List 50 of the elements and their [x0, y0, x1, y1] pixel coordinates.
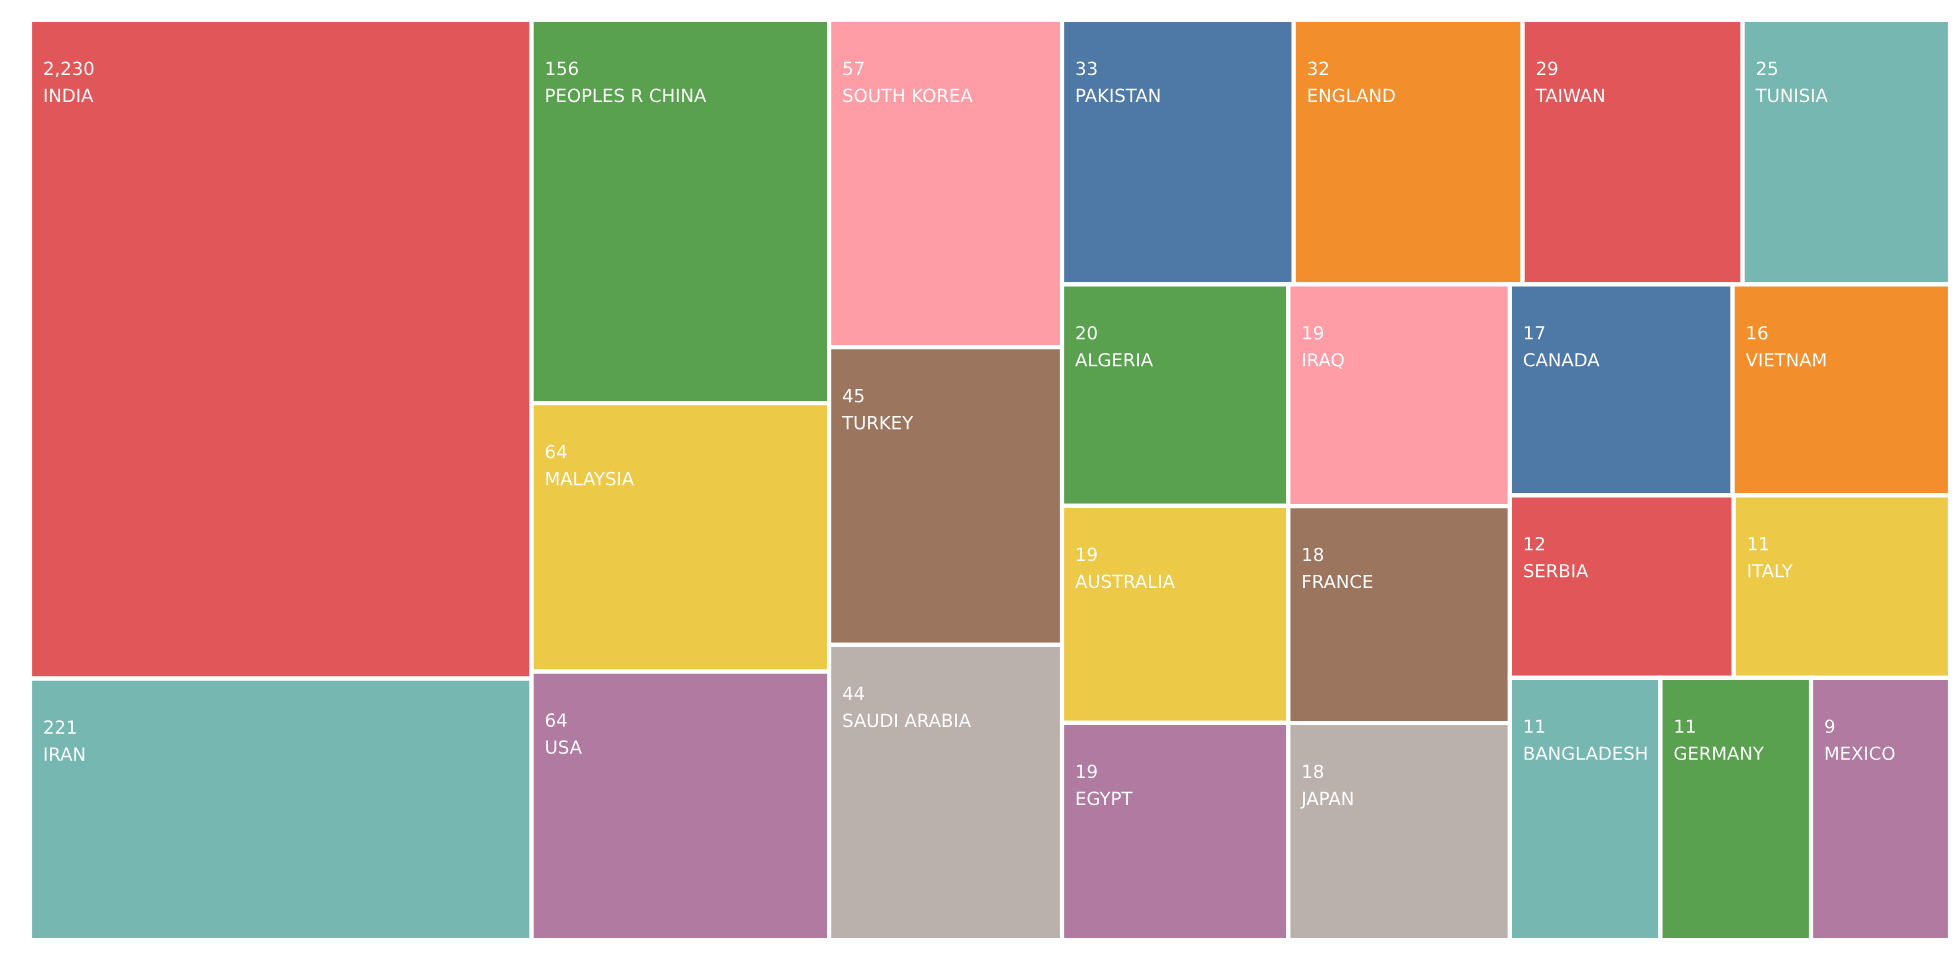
category-label: BANGLADESH: [1524, 746, 1647, 761]
category-label: INDIA: [44, 88, 94, 102]
data-label: 64: [545, 444, 567, 459]
data-label: 11: [1524, 719, 1545, 733]
category-label: TAIWAN: [1535, 88, 1604, 102]
data-label: 17: [1524, 326, 1545, 340]
category-label: SERBIA: [1524, 563, 1589, 578]
data-label: 29: [1536, 61, 1558, 76]
data-label: 18: [1303, 764, 1324, 779]
data-label: 9: [1825, 719, 1835, 734]
data-label: 12: [1524, 536, 1545, 551]
data-label: 11: [1675, 719, 1695, 733]
data-label: 19: [1303, 325, 1324, 340]
data-label: 11: [1748, 537, 1769, 551]
data-label: 19: [1077, 764, 1097, 779]
category-label: IRAQ: [1303, 352, 1344, 369]
category-label: SAUDI ARABIA: [843, 713, 971, 728]
data-label: 45: [842, 389, 864, 403]
data-label: 20: [1076, 325, 1097, 340]
data-label: 19: [1077, 547, 1097, 562]
category-label: EGYPT: [1076, 791, 1133, 806]
category-label: IRAN: [44, 747, 85, 761]
data-label: 32: [1308, 61, 1328, 76]
data-label: 2,230: [44, 61, 94, 78]
category-label: JAPAN: [1300, 791, 1353, 809]
category-label: USA: [546, 740, 582, 754]
category-label: PAKISTAN: [1076, 88, 1160, 103]
category-label: FRANCE: [1303, 574, 1373, 589]
category-label: CANADA: [1523, 352, 1600, 367]
category-label: SOUTH KOREA: [843, 88, 973, 103]
category-label: MEXICO: [1825, 746, 1895, 761]
category-label: ALGERIA: [1075, 352, 1153, 367]
data-label: 44: [842, 686, 865, 700]
data-label: 64: [545, 713, 567, 727]
data-label: 156: [546, 61, 578, 76]
data-label: 221: [44, 720, 76, 734]
data-label: 18: [1303, 547, 1324, 562]
category-label: PEOPLES R CHINA: [546, 88, 707, 103]
category-label: VIETNAM: [1745, 353, 1826, 367]
data-label: 33: [1076, 61, 1097, 76]
data-label: 16: [1747, 325, 1768, 340]
category-label: AUSTRALIA: [1075, 574, 1175, 589]
category-label: ITALY: [1748, 564, 1793, 578]
category-label: ENGLAND: [1308, 88, 1395, 103]
data-label: 25: [1756, 61, 1778, 76]
data-label: 57: [843, 61, 864, 76]
category-label: MALAYSIA: [546, 471, 634, 486]
category-label: TURKEY: [842, 416, 914, 430]
category-label: GERMANY: [1674, 746, 1764, 761]
category-label: TUNISIA: [1755, 88, 1828, 103]
